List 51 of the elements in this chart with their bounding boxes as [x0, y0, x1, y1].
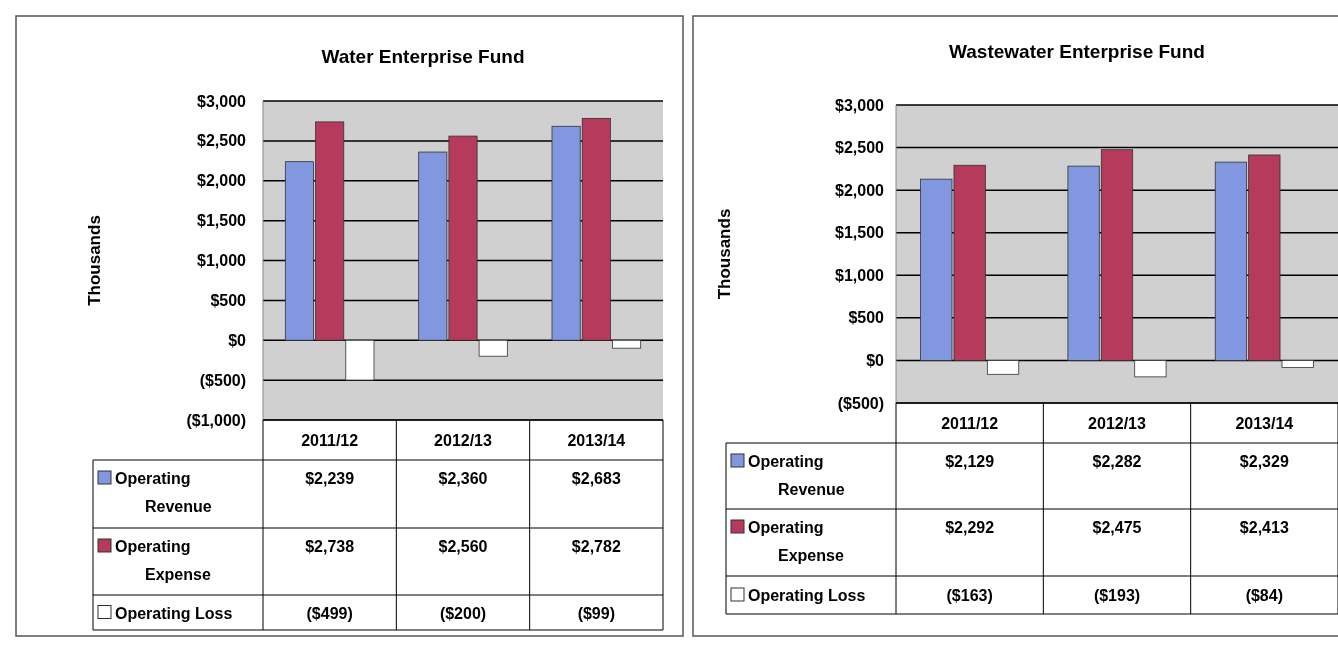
y-tick-label: $0 [228, 331, 247, 349]
legend-label: Operating Expense [115, 538, 211, 583]
x-tick-label: 2011/12 [941, 414, 999, 432]
data-label: $2,292 [945, 519, 995, 536]
y-tick-label: $2,500 [835, 139, 885, 157]
y-tick-label: $1,500 [835, 224, 885, 242]
data-label: ($84) [1245, 587, 1284, 604]
data-label: $2,560 [438, 538, 488, 555]
x-tick-label: 2012/13 [434, 431, 493, 449]
legend-label: Operating Loss [115, 604, 233, 622]
y-tick-label: $0 [866, 352, 885, 370]
data-label: $2,129 [945, 453, 995, 470]
x-tick-label: 2013/14 [1235, 414, 1294, 432]
y-tick-label: ($500) [837, 394, 884, 412]
chart-title: Water Enterprise Fund [321, 46, 525, 67]
data-label: $2,475 [1092, 519, 1142, 536]
y-axis-title: Thousands [715, 208, 734, 300]
y-tick-label: $3,000 [835, 96, 885, 114]
y-tick-label: $3,000 [197, 92, 247, 110]
x-tick-label: 2013/14 [567, 431, 626, 449]
y-tick-label: ($1,000) [186, 411, 246, 429]
y-tick-label: $500 [848, 309, 885, 327]
legend-label: Operating Revenue [115, 470, 212, 515]
y-tick-label: $1,000 [835, 266, 885, 284]
y-tick-label: $1,500 [197, 212, 247, 230]
legend-label: Operating Revenue [748, 453, 845, 498]
data-label: $2,329 [1239, 453, 1289, 470]
data-label: ($200) [439, 604, 487, 622]
legend-label: Operating Loss [748, 587, 866, 604]
y-tick-label: $2,500 [197, 132, 247, 150]
data-label: $2,683 [571, 470, 621, 487]
data-label: $2,413 [1239, 519, 1289, 536]
x-tick-label: 2011/12 [301, 431, 359, 449]
y-tick-label: ($500) [199, 371, 246, 389]
data-label: ($193) [1093, 587, 1141, 604]
y-tick-label: $2,000 [835, 181, 885, 199]
data-label: ($163) [946, 587, 993, 604]
legend-label: Operating Expense [748, 519, 844, 564]
y-axis-title: Thousands [85, 215, 104, 306]
x-tick-label: 2012/13 [1088, 414, 1147, 432]
data-label: ($99) [577, 604, 616, 622]
data-label: $2,782 [571, 538, 621, 555]
chart-title: Wastewater Enterprise Fund [949, 41, 1205, 62]
data-label: $2,738 [305, 538, 355, 555]
data-label: ($499) [306, 604, 353, 622]
data-label: $2,360 [438, 470, 488, 487]
data-label: $2,282 [1092, 453, 1142, 470]
data-label: $2,239 [305, 470, 355, 487]
y-tick-label: $2,000 [197, 172, 247, 190]
y-tick-label: $500 [210, 291, 247, 309]
y-tick-label: $1,000 [197, 252, 247, 270]
